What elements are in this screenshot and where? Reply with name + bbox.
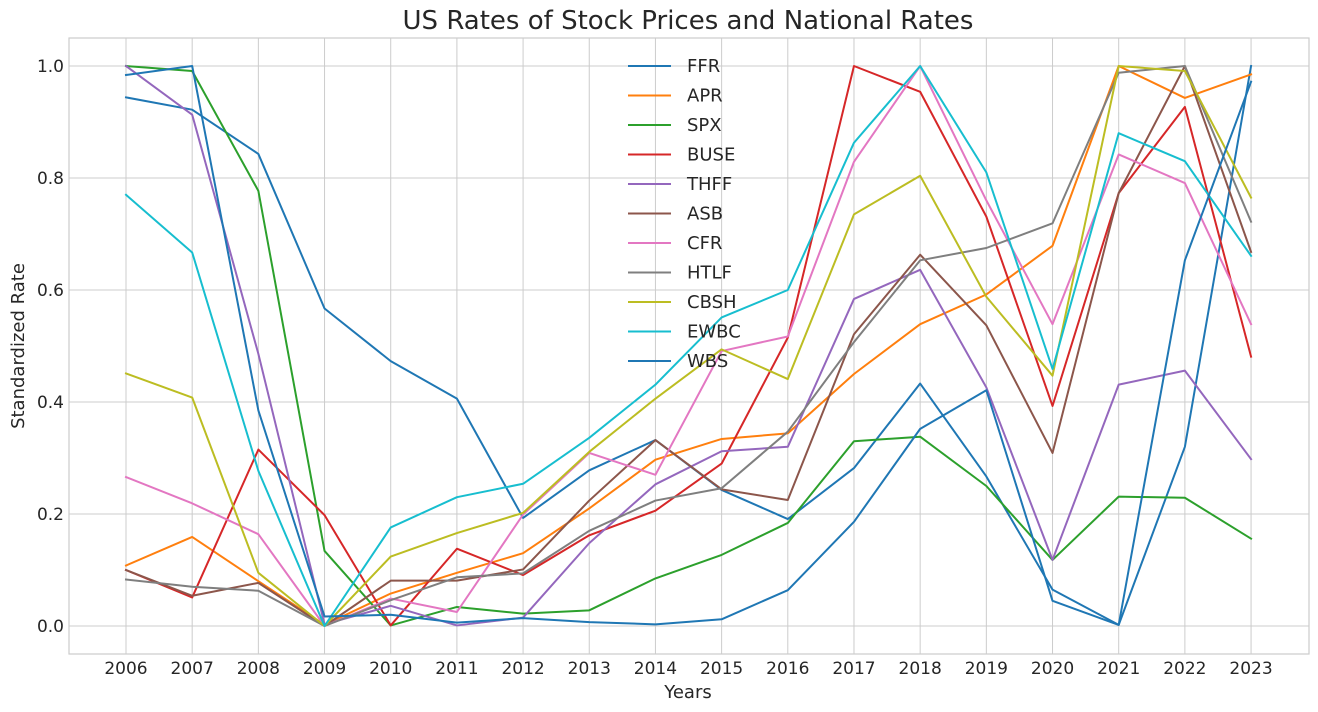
series-line-asb [124,65,1253,627]
legend-label-spx: SPX [687,115,722,136]
legend-label-asb: ASB [687,204,723,225]
legend-label-htlf: HTLF [687,263,732,284]
x-tick-label: 2010 [369,659,412,679]
legend: FFR APR SPX BUSE THFF ASB CFR HTLF CBSH EWBC WBS [628,56,741,372]
series-line-htlf [124,65,1253,627]
x-tick-label: 2015 [700,659,743,679]
legend-label-thff: THFF [686,174,732,195]
legend-label-cbsh: CBSH [687,292,737,313]
x-tick-label: 2014 [634,659,677,679]
y-tick-label: 0.8 [37,169,64,189]
x-tick-label: 2019 [965,659,1008,679]
x-tick-label: 2022 [1163,659,1206,679]
x-tick-label: 2006 [104,659,147,679]
legend-label-cfr: CFR [687,233,722,254]
x-axis-label: Years [663,682,712,703]
y-tick-label: 0.6 [37,281,64,301]
x-tick-label: 2013 [568,659,611,679]
y-tick-label: 0.4 [37,393,64,413]
x-tick-label: 2017 [832,659,875,679]
x-tick-label: 2020 [1031,659,1074,679]
series-line-buse [124,65,1253,627]
x-tick-label: 2021 [1097,659,1140,679]
x-tick-label: 2012 [501,659,544,679]
y-tick-label: 1.0 [37,57,64,77]
chart-title: US Rates of Stock Prices and National Ra… [403,6,974,36]
x-tick-label: 2023 [1229,659,1272,679]
legend-label-buse: BUSE [687,145,735,166]
series-line-wbs [124,65,1253,626]
x-tick-label: 2011 [435,659,478,679]
series-line-ewbc [124,65,1253,627]
y-axis-label: Standardized Rate [8,263,29,429]
y-tick-label: 0.0 [37,617,64,637]
x-tick-label: 2018 [899,659,942,679]
series-line-cbsh [124,65,1253,627]
legend-label-apr: APR [687,86,723,107]
x-tick-label: 2009 [303,659,346,679]
x-tick-label: 2008 [237,659,280,679]
x-tick-label: 2007 [171,659,214,679]
series-line-spx [124,64,1253,627]
legend-label-ffr: FFR [687,56,720,77]
series-line-cfr [124,65,1253,627]
legend-label-ewbc: EWBC [687,322,741,343]
plot-frame [68,37,1310,655]
legend-label-wbs: WBS [687,351,728,372]
x-tick-label: 2016 [766,659,809,679]
y-tick-label: 0.2 [37,505,64,525]
